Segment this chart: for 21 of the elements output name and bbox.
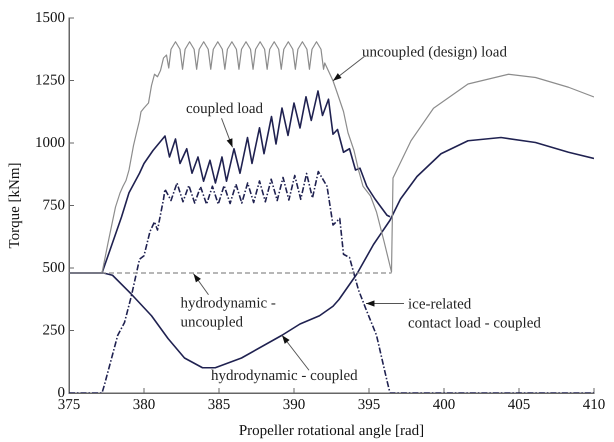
y-tick-label: 1500 — [35, 10, 65, 26]
x-tick-label: 410 — [582, 396, 606, 413]
y-axis-title: Torque [kNm] — [6, 162, 23, 249]
y-tick-label: 250 — [42, 322, 65, 338]
y-tick-label: 1250 — [35, 72, 65, 88]
y-tick-label: 750 — [42, 197, 65, 214]
annotation: hydrodynamic - coupled — [211, 368, 358, 384]
annotation: ice-related contact load - coupled — [408, 296, 542, 332]
annotation: uncoupled (design) load — [362, 44, 508, 61]
x-tick-label: 385 — [208, 396, 230, 413]
x-tick-label: 380 — [132, 396, 156, 413]
x-tick-label: 400 — [432, 396, 456, 413]
annotation: hydrodynamic - uncoupled — [180, 296, 276, 331]
y-tick-label: 1000 — [35, 134, 65, 151]
x-tick-label: 395 — [358, 396, 380, 413]
x-tick-label: 390 — [282, 396, 306, 413]
x-axis-title: Propeller rotational angle [rad] — [238, 422, 424, 439]
x-tick-label: 405 — [508, 396, 530, 413]
annotation: coupled load — [186, 101, 264, 118]
y-tick-label: 500 — [42, 260, 65, 276]
x-tick-label: 375 — [58, 396, 80, 413]
